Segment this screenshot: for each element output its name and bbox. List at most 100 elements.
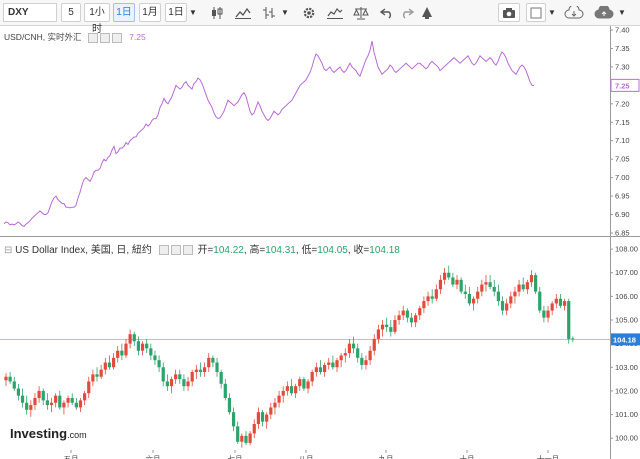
usdcnh-legend: USD/CNH, 实时外汇 7.25 <box>4 31 146 43</box>
dxy-candle-body <box>203 367 207 372</box>
interval-button-1d-alt[interactable]: 1日 <box>165 3 187 22</box>
chevron-down-icon[interactable]: ▼ <box>189 8 197 17</box>
dxy-candle-body <box>376 329 380 339</box>
dxy-candle-body <box>165 381 169 387</box>
dxy-candle-body <box>277 395 281 403</box>
interval-button-1h[interactable]: 1小时 <box>84 3 110 35</box>
dxy-legend: ⊟ US Dollar Index, 美国, 日, 紐约 开=104.22, 高… <box>4 245 400 256</box>
dxy-candle-body <box>397 315 401 320</box>
x-axis-tick-label: 五月 <box>64 455 79 459</box>
gear-icon[interactable] <box>298 3 320 22</box>
dxy-candle-body <box>298 379 302 387</box>
dxy-candle-body <box>430 296 434 299</box>
dxy-candle-body <box>289 386 294 394</box>
dxy-candle-body <box>451 277 455 285</box>
undo-icon[interactable] <box>376 3 398 22</box>
usdcnh-tick-label: 7.30 <box>615 62 630 71</box>
usdcnh-tick-label: 7.05 <box>615 155 630 164</box>
chart-type-chevron-icon[interactable]: ▼ <box>281 8 289 17</box>
dxy-candle-body <box>339 355 343 361</box>
dxy-candle-body <box>45 400 49 406</box>
ohlc-low: 104.05 <box>317 245 348 256</box>
dxy-tick-label: 107.00 <box>615 268 638 277</box>
dxy-candle-body <box>70 398 74 403</box>
dxy-candle-body <box>418 308 422 316</box>
dxy-candle-body <box>37 390 41 398</box>
camera-icon[interactable] <box>498 3 520 22</box>
dxy-candle-body <box>169 379 174 387</box>
dxy-candle-body <box>546 310 550 318</box>
dxy-candle-body <box>120 350 124 356</box>
compare-scale-icon[interactable] <box>350 3 372 22</box>
cloud-chevron-icon[interactable]: ▼ <box>618 8 626 17</box>
dxy-candle-body <box>422 301 426 309</box>
dxy-legend-buttons[interactable] <box>158 245 195 256</box>
dxy-candle-body <box>314 367 318 372</box>
usdcnh-tick-label: 7.35 <box>615 44 630 53</box>
layout-chevron-icon[interactable]: ▼ <box>548 8 556 17</box>
dxy-candle-body <box>8 376 12 382</box>
interval-button-1m[interactable]: 1月 <box>139 3 161 22</box>
dxy-candle-body <box>190 372 194 382</box>
dxy-candle-body <box>318 367 323 372</box>
usdcnh-tick-label: 6.90 <box>615 210 630 219</box>
dxy-candle-body <box>484 282 488 285</box>
line-chart-icon[interactable] <box>232 3 254 22</box>
interval-number-input[interactable]: 5 <box>61 3 81 22</box>
dxy-candle-body <box>140 343 145 351</box>
dxy-candle-body <box>331 362 335 368</box>
dxy-candle-body <box>409 317 414 323</box>
alert-icon[interactable] <box>416 3 438 22</box>
dxy-candle-body <box>496 291 500 302</box>
dxy-candle-body <box>538 291 542 311</box>
usdcnh-tick-label: 7.00 <box>615 173 630 182</box>
investing-logo: Investing.com <box>10 426 87 441</box>
brand-name: Investing <box>10 426 68 441</box>
redo-icon[interactable] <box>396 3 418 22</box>
dxy-candle-body <box>244 435 248 443</box>
cloud-upload-icon[interactable] <box>592 3 616 22</box>
collapse-icon[interactable]: ⊟ <box>4 245 13 256</box>
dxy-candle-body <box>306 381 310 389</box>
dxy-candle-body <box>281 390 285 396</box>
dxy-candle-body <box>198 369 203 372</box>
dxy-candle-body <box>74 402 78 408</box>
dxy-tick-label: 103.00 <box>615 363 638 372</box>
dxy-candle-body <box>103 362 107 370</box>
dxy-candle-body <box>124 343 128 356</box>
dxy-candle-body <box>380 324 385 330</box>
dxy-candle-body <box>78 400 83 408</box>
cloud-download-icon[interactable] <box>562 3 586 22</box>
dxy-candle-body <box>25 402 29 410</box>
interval-button-1d[interactable]: 1日 <box>113 3 135 22</box>
dxy-candle-body <box>364 360 368 365</box>
dxy-candle-body <box>269 407 273 415</box>
dxy-candle-body <box>401 310 405 316</box>
symbol-input[interactable]: DXY <box>3 3 57 22</box>
dxy-candle-body <box>83 393 87 401</box>
ohlc-bar-icon[interactable] <box>258 3 280 22</box>
usdcnh-tick-label: 6.95 <box>615 192 630 201</box>
dxy-candle-body <box>111 357 116 368</box>
dxy-candle-body <box>442 272 447 280</box>
chart-area[interactable]: 7.40 7.35 7.30 7.25 7.20 7.15 7.10 7.05 7.00 6.95… <box>0 26 640 459</box>
dxy-candle-body <box>571 338 575 340</box>
ohlc-high: 104.31 <box>265 245 296 256</box>
dxy-tick-label: 106.00 <box>615 292 638 301</box>
usdcnh-tick-label: 7.20 <box>615 99 630 108</box>
dxy-candle-body <box>20 395 25 403</box>
dxy-last-price-badge <box>611 333 640 346</box>
indicator-icon[interactable] <box>324 3 346 22</box>
layout-icon[interactable] <box>526 3 546 22</box>
dxy-candle-body <box>260 412 265 422</box>
legend-buttons[interactable] <box>87 32 124 43</box>
usdcnh-tick-label: 6.85 <box>615 229 630 238</box>
candlestick-icon[interactable] <box>206 3 228 22</box>
dxy-candle-body <box>99 369 103 377</box>
dxy-candle-body <box>58 395 62 408</box>
dxy-candle-body <box>455 279 459 285</box>
x-axis-tick-label: 九月 <box>379 455 394 459</box>
x-axis-tick-label: 六月 <box>146 454 161 459</box>
dxy-candle-body <box>459 279 463 292</box>
dxy-candle-body <box>248 433 252 443</box>
